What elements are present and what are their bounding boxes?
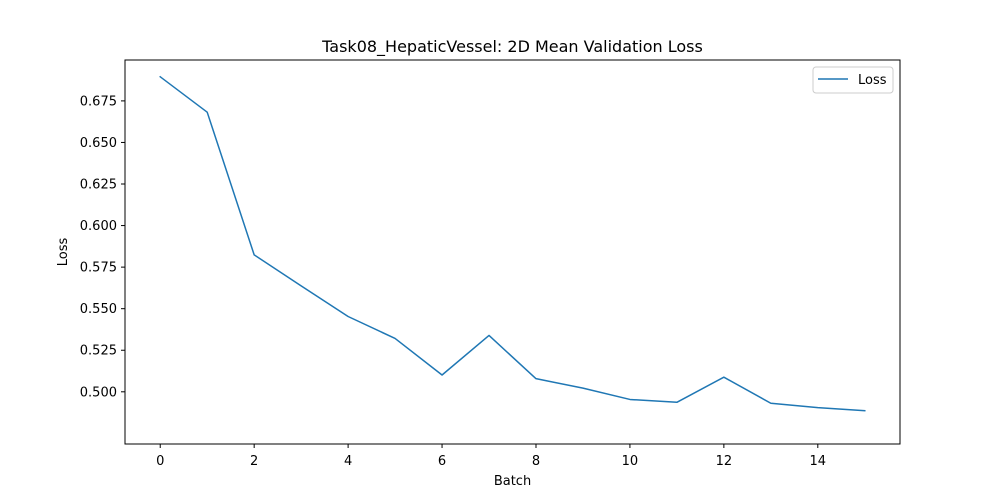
x-tick-label: 14 [810, 454, 827, 469]
x-tick-label: 6 [438, 454, 446, 469]
legend: Loss [813, 67, 893, 93]
y-tick-label: 0.625 [80, 178, 117, 193]
x-tick-label: 0 [156, 454, 164, 469]
x-tick-label: 4 [344, 454, 352, 469]
x-tick-label: 12 [716, 454, 733, 469]
y-tick-label: 0.525 [80, 344, 117, 359]
y-tick-label: 0.500 [80, 385, 117, 400]
y-tick-label: 0.600 [80, 219, 117, 234]
y-tick-label: 0.575 [80, 261, 117, 276]
x-axis-label: Batch [494, 474, 531, 489]
y-tick-label: 0.675 [80, 94, 117, 109]
plot-area [125, 60, 900, 444]
y-tick-label: 0.550 [80, 302, 117, 317]
x-tick-label: 2 [250, 454, 258, 469]
y-axis-label: Loss [56, 238, 71, 267]
chart-title: Task08_HepaticVessel: 2D Mean Validation… [321, 37, 703, 57]
legend-label: Loss [858, 73, 887, 88]
x-tick-label: 10 [622, 454, 639, 469]
y-tick-label: 0.650 [80, 136, 117, 151]
x-tick-label: 8 [532, 454, 540, 469]
